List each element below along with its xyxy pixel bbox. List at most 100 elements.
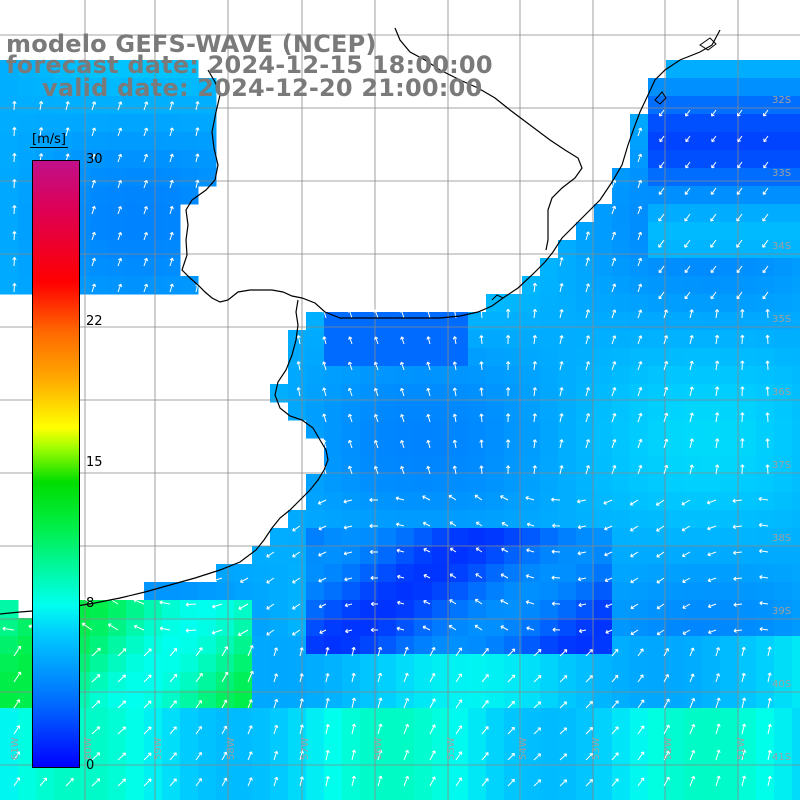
wind-arrow <box>656 603 665 610</box>
wind-arrow <box>715 673 721 683</box>
wind-arrow <box>733 576 743 581</box>
wind-arrow <box>559 675 568 683</box>
lon-label: 52W <box>663 737 674 760</box>
wind-speed-cell <box>162 132 181 151</box>
wind-speed-cell <box>162 114 181 133</box>
wind-arrow <box>455 673 463 683</box>
wind-arrow <box>577 577 587 582</box>
wind-speed-cell <box>270 582 289 601</box>
wind-arrow <box>185 628 197 633</box>
wind-speed-cell <box>288 636 307 655</box>
wind-arrow <box>658 239 665 248</box>
wind-arrow <box>373 413 379 423</box>
wind-arrow <box>767 775 772 787</box>
wind-arrow <box>759 574 769 580</box>
wind-arrow <box>318 603 327 609</box>
wind-arrow <box>689 334 694 345</box>
wind-speed-cell <box>630 312 649 331</box>
wind-arrow <box>400 465 405 475</box>
colorbar-tick-label: 22 <box>86 313 103 329</box>
wind-speed-cell <box>378 456 397 475</box>
wind-speed-cell <box>108 204 127 223</box>
wind-arrow <box>195 726 202 735</box>
wind-speed-cell <box>414 636 433 655</box>
wind-speed-cell <box>522 402 541 421</box>
wind-speed-cell <box>666 114 685 133</box>
wind-arrow <box>455 777 463 787</box>
wind-arrow <box>578 602 587 608</box>
wind-speed-cell <box>54 114 73 133</box>
wind-speed-cell <box>450 420 469 439</box>
wind-arrow <box>711 161 717 169</box>
wind-speed-cell <box>18 672 37 691</box>
wind-speed-cell <box>504 312 523 331</box>
wind-speed-cell <box>180 186 199 205</box>
wind-speed-cell <box>108 708 127 727</box>
wind-speed-cell <box>720 420 739 439</box>
wind-speed-cell <box>360 672 379 691</box>
wind-speed-cell <box>774 150 793 169</box>
wind-arrow <box>143 674 152 683</box>
wind-speed-cell <box>0 762 19 781</box>
wind-speed-cell <box>0 600 19 619</box>
wind-speed-cell <box>558 762 577 781</box>
wind-arrow <box>344 577 353 582</box>
wind-arrow <box>611 648 619 657</box>
wind-speed-cell <box>486 492 505 511</box>
wind-speed-cell <box>360 654 379 673</box>
wind-speed-cell <box>720 330 739 349</box>
wind-speed-cell <box>612 366 631 385</box>
wind-speed-cell <box>432 492 451 511</box>
wind-speed-cell <box>540 672 559 691</box>
wind-speed-cell <box>342 744 361 763</box>
wind-speed-cell <box>738 564 757 583</box>
wind-speed-cell <box>504 456 523 475</box>
wind-arrow <box>13 671 22 683</box>
wind-speed-cell <box>540 618 559 637</box>
wind-speed-cell <box>270 744 289 763</box>
wind-speed-cell <box>702 402 721 421</box>
wind-speed-cell <box>342 690 361 709</box>
wind-speed-cell <box>324 744 343 763</box>
wind-speed-cell <box>504 708 523 727</box>
wind-speed-cell <box>522 726 541 745</box>
wind-arrow <box>765 309 770 319</box>
wind-speed-cell <box>450 762 469 781</box>
wind-arrow <box>715 647 721 657</box>
wind-speed-cell <box>396 708 415 727</box>
wind-speed-cell <box>702 150 721 169</box>
wind-speed-cell <box>774 492 793 511</box>
wind-speed-cell <box>558 510 577 529</box>
wind-arrow <box>637 412 643 423</box>
wind-arrow <box>637 205 643 215</box>
wind-speed-cell <box>108 636 127 655</box>
wind-arrow <box>715 749 721 761</box>
wind-speed-cell <box>360 348 379 367</box>
wind-speed-cell <box>162 618 181 637</box>
wind-speed-cell <box>612 528 631 547</box>
wind-speed-cell <box>630 708 649 727</box>
wind-arrow <box>505 335 511 345</box>
wind-speed-cell <box>792 762 800 781</box>
wind-speed-cell <box>450 582 469 601</box>
wind-speed-cell <box>144 726 163 745</box>
wind-arrow <box>369 497 379 503</box>
lon-label: 56W <box>373 737 384 760</box>
wind-arrow <box>736 213 743 222</box>
wind-speed-cell <box>522 762 541 781</box>
wind-speed-cell <box>342 510 361 529</box>
wind-speed-cell <box>126 636 145 655</box>
wind-arrow <box>117 153 123 163</box>
wind-speed-cell <box>306 600 325 619</box>
wind-speed-cell <box>252 546 271 565</box>
wind-speed-cell <box>324 438 343 457</box>
wind-speed-cell <box>648 636 667 655</box>
wind-arrow <box>347 361 353 371</box>
wind-arrow <box>81 596 93 605</box>
wind-speed-cell <box>450 474 469 493</box>
wind-arrow <box>689 360 694 371</box>
wind-speed-cell <box>126 240 145 259</box>
wind-speed-cell <box>450 402 469 421</box>
wind-arrow <box>348 336 353 345</box>
wind-arrow <box>763 109 769 117</box>
